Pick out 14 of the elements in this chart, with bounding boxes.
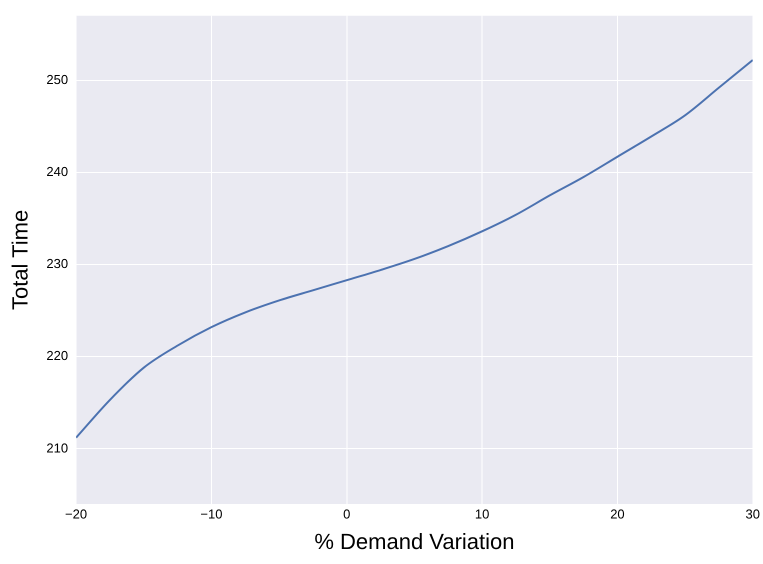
- y-axis-title: Total Time: [7, 210, 32, 310]
- x-tick-label: 0: [343, 506, 350, 522]
- x-tick-label: −20: [65, 506, 88, 522]
- x-axis-title: % Demand Variation: [314, 528, 514, 554]
- y-tick-label: 220: [46, 348, 68, 364]
- y-tick-label: 230: [46, 256, 68, 272]
- y-tick-label: 210: [46, 440, 68, 456]
- y-tick-label: 250: [46, 72, 68, 87]
- x-tick-label: 30: [746, 506, 760, 522]
- y-tick-label: 240: [46, 164, 68, 179]
- x-tick-label: −10: [200, 506, 222, 522]
- x-tick-label: 10: [474, 506, 490, 522]
- x-tick-label: 20: [610, 506, 625, 522]
- line-series: [76, 59, 753, 439]
